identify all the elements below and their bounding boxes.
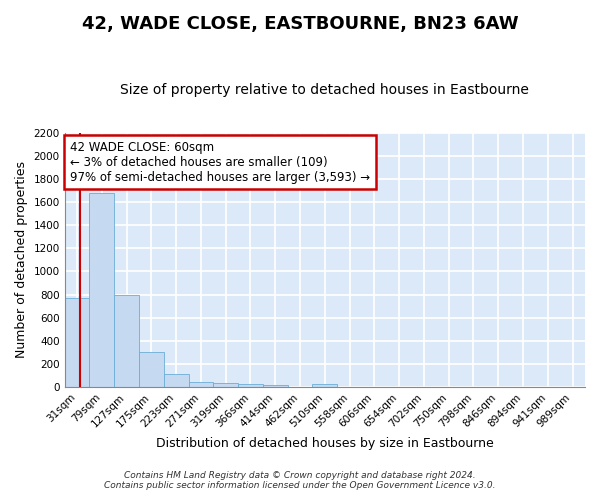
Bar	[238, 384, 263, 387]
Y-axis label: Number of detached properties: Number of detached properties	[15, 162, 28, 358]
Text: Contains HM Land Registry data © Crown copyright and database right 2024.
Contai: Contains HM Land Registry data © Crown c…	[104, 470, 496, 490]
Bar	[313, 384, 337, 387]
X-axis label: Distribution of detached houses by size in Eastbourne: Distribution of detached houses by size …	[156, 437, 494, 450]
Bar	[214, 384, 238, 387]
Text: 42, WADE CLOSE, EASTBOURNE, BN23 6AW: 42, WADE CLOSE, EASTBOURNE, BN23 6AW	[82, 15, 518, 33]
Text: 42 WADE CLOSE: 60sqm
← 3% of detached houses are smaller (109)
97% of semi-detac: 42 WADE CLOSE: 60sqm ← 3% of detached ho…	[70, 140, 370, 184]
Bar	[263, 384, 287, 387]
Bar	[114, 294, 139, 387]
Title: Size of property relative to detached houses in Eastbourne: Size of property relative to detached ho…	[121, 83, 529, 97]
Bar	[164, 374, 188, 387]
Bar	[139, 352, 164, 387]
Bar	[89, 193, 114, 387]
Bar	[188, 382, 214, 387]
Bar	[65, 298, 89, 387]
